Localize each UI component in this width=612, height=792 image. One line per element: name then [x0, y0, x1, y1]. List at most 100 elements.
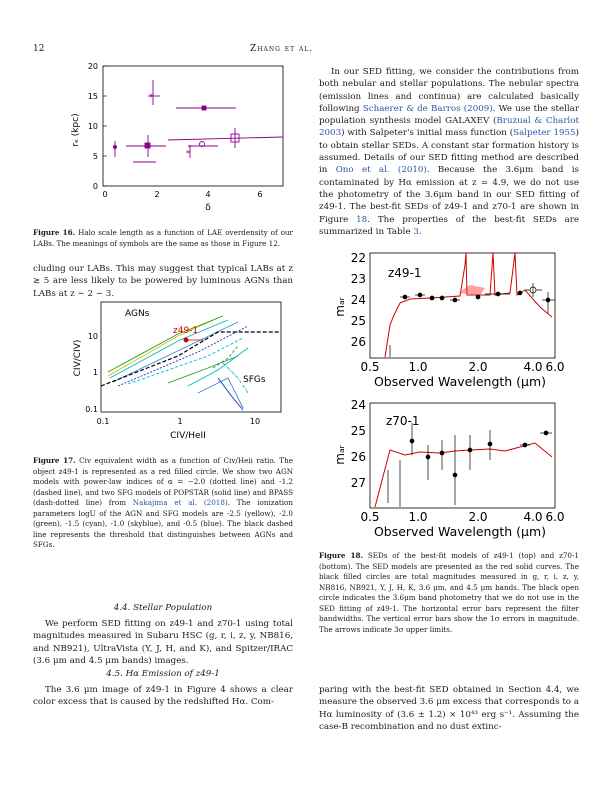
x-ticks: 0 2 4 6 — [102, 190, 262, 199]
sfg-model-line — [217, 377, 244, 411]
photometry-point — [522, 442, 528, 448]
y-tick-label: 24 — [351, 293, 366, 307]
sfg-model-line — [197, 377, 244, 409]
plot-frame — [102, 65, 284, 187]
citation[interactable]: Salpeter 1955 — [513, 128, 576, 139]
caption-text-2: . The ionization parameters logU of the … — [33, 498, 293, 549]
y-tick-label: 25 — [351, 314, 366, 328]
x-tick-label: 4 — [205, 190, 210, 199]
agn-model-line — [112, 321, 239, 383]
agn-model-line — [107, 317, 219, 377]
y-tick-label: 22 — [351, 251, 366, 265]
top-y-ticks: 22 23 24 25 26 — [351, 251, 366, 349]
x-tick-label: 2.0 — [468, 360, 487, 374]
agn-model-line — [117, 325, 249, 387]
x-tick-label: 0.5 — [360, 360, 379, 374]
section-4-5-heading: 4.5. Hα Emission of z49-1 — [106, 669, 220, 679]
sfg-model-line — [187, 347, 249, 387]
figure-16-plot: 0 5 10 15 20 0 2 4 6 rₑ (kpc) δ * — [71, 62, 284, 213]
y-tick-label: 20 — [88, 62, 98, 71]
figure-18-plot: 22 23 24 25 26 0.5 1.0 2.0 4.0 6.0 mₐᵣ O… — [333, 251, 565, 539]
x-tick-label: 6 — [257, 190, 262, 199]
citation[interactable]: Schaerer & de Barros (2009) — [362, 103, 493, 114]
x-tick-label: 1.0 — [408, 510, 427, 524]
text-run: ) to obtain stellar SEDs. A constant sta… — [319, 128, 579, 176]
x-tick-label: 0 — [102, 190, 107, 199]
photometry-point — [439, 450, 445, 456]
agn-model-line — [127, 337, 244, 385]
photometry-point — [475, 294, 481, 300]
y-tick-label: 25 — [351, 424, 366, 438]
section-4-5-text: The 3.6 μm image of z49-1 in Figure 4 sh… — [33, 685, 293, 708]
sfgs-label-bg — [241, 373, 273, 385]
photometry-point — [487, 441, 493, 447]
bottom-panel-label: z70-1 — [386, 414, 420, 428]
figure-17: 0.1 1 10 0.1 1 10 CIV/CIV) CIV/HeII — [68, 298, 293, 452]
x-axis-label: δ — [205, 203, 211, 213]
text-run: . Because the 3.6μm band is contaminated… — [319, 165, 579, 225]
x-tick-label: 2.0 — [468, 510, 487, 524]
z49-1-label: z49-1 — [173, 326, 198, 336]
left-paragraph-1: cluding our LABs. This may suggest that … — [33, 264, 293, 299]
x-axis-label: CIV/HeII — [170, 431, 206, 441]
citation[interactable]: Ono et al. (2010) — [335, 165, 427, 176]
y-tick-label: 24 — [351, 398, 366, 412]
top-panel-label: z49-1 — [388, 266, 422, 280]
agn-sfg-threshold-line — [100, 331, 281, 387]
photometry-point — [417, 292, 423, 298]
caption-text: SEDs of the best-fit models of z49-1 (to… — [319, 551, 580, 634]
sed-fill — [458, 285, 485, 295]
text-run: . We use the stellar population synthesi… — [319, 103, 579, 127]
figure-16: 0 5 10 15 20 0 2 4 6 rₑ (kpc) δ * — [68, 60, 293, 224]
text-run: ) with Salpeter's initial mass function … — [341, 128, 514, 139]
citation[interactable]: Bruzual & Charlot 2003 — [319, 116, 580, 139]
table-link[interactable]: 3 — [413, 226, 419, 237]
y-axis-label: mₐᵣ — [333, 296, 347, 316]
caption-text: Civ equivalent width as a function of Ci… — [33, 456, 293, 507]
x-tick-label: 2 — [154, 190, 159, 199]
y-ticks: 0 5 10 15 20 — [88, 62, 107, 191]
photometry-point — [409, 438, 415, 444]
right-paragraph-1: In our SED fitting, we consider the cont… — [319, 66, 579, 238]
x-tick-label: 4.0 — [523, 360, 542, 374]
y-ticks: 0.1 1 10 — [85, 332, 98, 414]
caption-citation[interactable]: Nakajima et al. (2018) — [132, 498, 228, 507]
data-points: * * — [113, 80, 284, 163]
x-tick-label: 1 — [177, 417, 182, 426]
photometry-point — [517, 290, 523, 296]
data-marker — [201, 105, 207, 111]
caption-label: Figure 18. — [319, 551, 363, 560]
x-tick-label: 1.0 — [408, 360, 427, 374]
bottom-panel-frame — [369, 402, 556, 509]
photometry-point — [429, 295, 435, 301]
x-axis-label: Observed Wavelength (μm) — [374, 524, 546, 539]
y-axis-label: mₐᵣ — [333, 444, 347, 464]
text-run: . The properties of the best-fit SEDs ar… — [319, 214, 579, 237]
x-tick-label: 6.0 — [545, 360, 564, 374]
y-tick-label: 1 — [93, 368, 98, 377]
agn-model-line — [107, 315, 224, 373]
running-title: Zhang et al. — [250, 44, 314, 54]
y-tick-label: 26 — [351, 335, 366, 349]
y-tick-label: 0 — [93, 182, 98, 191]
data-marker — [113, 145, 117, 149]
figure-17-caption: Figure 17. Civ equivalent width as a fun… — [33, 456, 293, 551]
y-tick-label: 10 — [88, 332, 98, 341]
figure-17-plot: 0.1 1 10 0.1 1 10 CIV/CIV) CIV/HeII — [73, 301, 282, 441]
agns-label-bg — [123, 307, 161, 319]
bottom-x-ticks: 0.5 1.0 2.0 4.0 6.0 — [360, 510, 564, 524]
sed-curve — [374, 442, 553, 508]
y-tick-label: 10 — [88, 122, 98, 131]
figure-16-caption: Figure 16. Halo scale length as a functi… — [33, 228, 293, 249]
y-tick-label: 0.1 — [85, 405, 98, 414]
text-run: . — [418, 226, 422, 237]
text-run: In our SED fitting, we consider the cont… — [319, 67, 579, 114]
figure-link[interactable]: 18 — [356, 214, 368, 225]
y-tick-label: 23 — [351, 272, 366, 286]
data-marker — [144, 142, 151, 149]
top-panel-frame — [369, 252, 556, 359]
x-tick-label: 4.0 — [523, 510, 542, 524]
bottom-photometry — [387, 423, 552, 507]
agn-model-line — [109, 319, 229, 379]
photometry-point — [467, 447, 473, 453]
